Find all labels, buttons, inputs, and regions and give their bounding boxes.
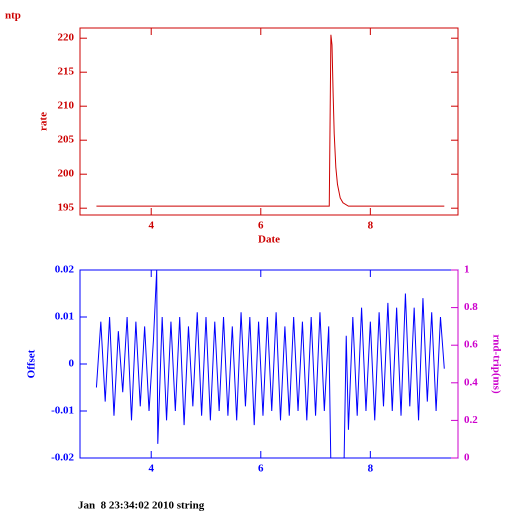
y-tick-label: 0 — [69, 358, 75, 370]
y-axis-label: rate — [38, 112, 50, 131]
y-tick-label: 220 — [58, 32, 75, 44]
y-tick-label: -0.02 — [51, 452, 74, 464]
y-tick-label: 200 — [58, 168, 75, 180]
y-tick-label: -0.01 — [51, 405, 74, 417]
x-tick-label: 6 — [258, 463, 264, 475]
x-axis-label: Date — [258, 234, 280, 246]
y2-axis-label: rnd-trip(ms) — [490, 334, 502, 394]
x-tick-label: 8 — [368, 463, 374, 475]
data-line — [95, 270, 445, 458]
plot-frame — [79, 27, 459, 216]
data-line — [96, 34, 445, 207]
y-tick-label: 215 — [58, 66, 75, 78]
y-tick-label: 195 — [58, 202, 75, 214]
y2-tick-label: 0.2 — [464, 414, 478, 426]
y2-tick-label: 0.4 — [464, 376, 478, 388]
y2-tick-label: 0.8 — [464, 301, 478, 313]
x-tick-label: 8 — [368, 220, 374, 232]
y2-tick-label: 0 — [464, 452, 470, 464]
y-tick-label: 205 — [58, 134, 75, 146]
y2-tick-label: 0.6 — [464, 339, 478, 351]
y2-tick-label: 1 — [464, 264, 470, 276]
chart-title: ntp — [5, 10, 21, 22]
y-axis-label: Offset — [26, 349, 38, 378]
plot-frame — [79, 269, 459, 459]
y-tick-label: 210 — [58, 100, 75, 112]
x-tick-label: 4 — [148, 220, 154, 232]
x-tick-label: 4 — [148, 463, 154, 475]
y-tick-label: 0.02 — [55, 264, 75, 276]
x-tick-label: 6 — [258, 220, 264, 232]
y-tick-label: 0.01 — [55, 311, 74, 323]
footer: Jan 8 23:34:02 2010 string — [78, 500, 205, 512]
